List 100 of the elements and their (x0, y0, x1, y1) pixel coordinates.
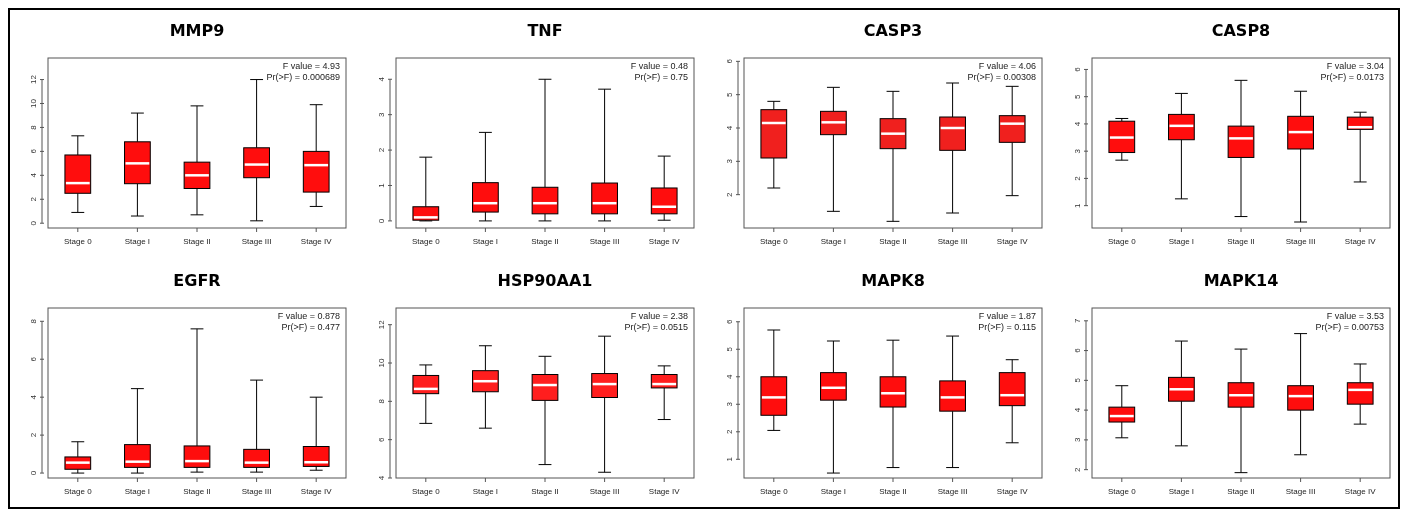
x-tick-label: Stage I (124, 487, 151, 496)
chart-title: MAPK14 (1203, 271, 1279, 290)
y-tick-label: 1 (377, 182, 386, 188)
x-tick-label: Stage II (1227, 237, 1255, 246)
y-tick-label: 3 (377, 111, 386, 117)
y-tick-label: 1 (725, 456, 734, 462)
annotation: F value = 4.06 (978, 61, 1036, 71)
y-tick-label: 5 (1073, 93, 1082, 99)
x-tick-label: Stage 0 (760, 487, 789, 496)
y-tick-label: 1 (1073, 202, 1082, 208)
annotation: F value = 0.878 (277, 311, 340, 321)
x-tick-label: Stage IV (1344, 487, 1377, 496)
annotation: Pr(>F) = 0.00753 (1315, 322, 1384, 332)
y-tick-label: 4 (725, 125, 734, 131)
x-tick-label: Stage IV (996, 237, 1029, 246)
annotation: Pr(>F) = 0.0173 (1320, 72, 1384, 82)
x-tick-label: Stage I (1168, 487, 1195, 496)
y-tick-label: 2 (29, 196, 38, 202)
x-tick-label: Stage III (241, 237, 272, 246)
annotation: F value = 3.04 (1326, 61, 1384, 71)
x-tick-label: Stage I (472, 237, 499, 246)
y-tick-label: 8 (377, 398, 386, 404)
annotation: Pr(>F) = 0.00308 (967, 72, 1036, 82)
x-tick-label: Stage II (1227, 487, 1255, 496)
x-tick-label: Stage 0 (64, 237, 93, 246)
y-tick-label: 3 (725, 158, 734, 164)
y-tick-label: 4 (377, 76, 386, 82)
x-tick-label: Stage I (820, 487, 847, 496)
x-tick-label: Stage 0 (1108, 237, 1137, 246)
x-tick-label: Stage II (183, 487, 211, 496)
y-tick-label: 4 (377, 475, 386, 481)
x-tick-label: Stage II (183, 237, 211, 246)
y-tick-label: 5 (725, 91, 734, 97)
annotation: F value = 1.87 (978, 311, 1036, 321)
y-tick-label: 3 (1073, 437, 1082, 443)
annotation: Pr(>F) = 0.000689 (266, 72, 340, 82)
y-tick-label: 10 (377, 358, 386, 368)
annotation: Pr(>F) = 0.75 (634, 72, 688, 82)
annotation: F value = 0.48 (630, 61, 688, 71)
y-tick-label: 4 (29, 394, 38, 400)
x-tick-label: Stage 0 (760, 237, 789, 246)
annotation: Pr(>F) = 0.115 (978, 322, 1036, 332)
y-tick-label: 6 (29, 356, 38, 362)
annotation: Pr(>F) = 0.0515 (624, 322, 688, 332)
y-tick-label: 2 (1073, 466, 1082, 472)
chart-title: TNF (527, 21, 563, 40)
x-tick-label: Stage II (531, 237, 559, 246)
y-tick-label: 6 (377, 436, 386, 442)
y-tick-label: 5 (725, 346, 734, 352)
x-tick-label: Stage III (1285, 237, 1316, 246)
y-tick-label: 2 (725, 191, 734, 197)
x-tick-label: Stage IV (300, 237, 333, 246)
x-tick-label: Stage IV (300, 487, 333, 496)
x-tick-label: Stage IV (648, 487, 681, 496)
x-tick-label: Stage II (879, 487, 907, 496)
x-tick-label: Stage IV (996, 487, 1029, 496)
chart-title: EGFR (173, 271, 221, 290)
y-tick-label: 8 (29, 318, 38, 324)
y-tick-label: 2 (377, 147, 386, 153)
y-tick-label: 6 (29, 148, 38, 154)
y-tick-label: 2 (29, 432, 38, 438)
y-tick-label: 6 (1073, 66, 1082, 72)
annotation: F value = 3.53 (1326, 311, 1384, 321)
y-tick-label: 6 (725, 58, 734, 64)
chart-title: MMP9 (169, 21, 225, 40)
annotation: F value = 4.93 (282, 61, 340, 71)
y-tick-label: 8 (29, 124, 38, 130)
y-tick-label: 4 (29, 172, 38, 178)
x-tick-label: Stage 0 (1108, 487, 1137, 496)
y-tick-label: 12 (29, 74, 38, 84)
x-tick-label: Stage III (589, 237, 620, 246)
y-tick-label: 3 (1073, 148, 1082, 154)
x-tick-label: Stage III (937, 487, 968, 496)
x-tick-label: Stage 0 (412, 487, 441, 496)
annotation: F value = 2.38 (630, 311, 688, 321)
y-tick-label: 5 (1073, 377, 1082, 383)
y-tick-label: 12 (377, 319, 386, 330)
chart-title: CASP8 (1211, 21, 1271, 40)
y-tick-label: 0 (29, 470, 38, 476)
x-tick-label: Stage II (531, 487, 559, 496)
x-tick-label: Stage IV (648, 237, 681, 246)
y-tick-label: 4 (725, 374, 734, 379)
x-tick-label: Stage III (241, 487, 272, 496)
y-tick-label: 4 (1073, 407, 1082, 413)
y-tick-label: 3 (725, 401, 734, 407)
y-tick-label: 6 (725, 318, 734, 324)
x-tick-label: Stage IV (1344, 237, 1377, 246)
y-tick-label: 0 (29, 220, 38, 226)
x-tick-label: Stage 0 (412, 237, 441, 246)
y-tick-label: 4 (1073, 121, 1082, 127)
y-tick-label: 2 (725, 429, 734, 435)
y-tick-label: 6 (1073, 347, 1082, 353)
x-tick-label: Stage III (937, 237, 968, 246)
x-tick-label: Stage III (589, 487, 620, 496)
y-tick-label: 10 (29, 98, 38, 108)
x-tick-label: Stage III (1285, 487, 1316, 496)
annotation: Pr(>F) = 0.477 (281, 322, 340, 332)
y-tick-label: 7 (1073, 318, 1082, 324)
x-tick-label: Stage I (820, 237, 847, 246)
x-tick-label: Stage II (879, 237, 907, 246)
